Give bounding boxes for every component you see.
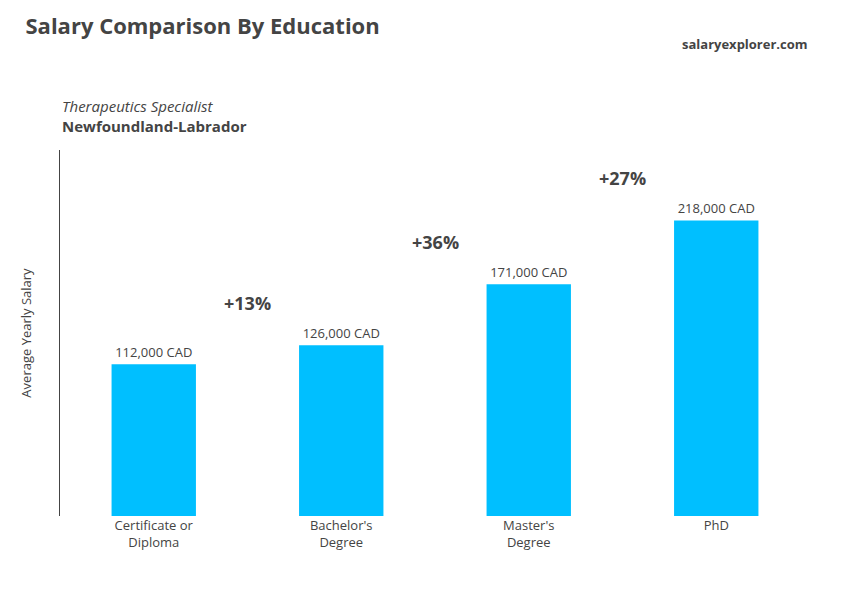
svg-text:Master'sDegree: Master'sDegree	[503, 516, 554, 551]
svg-text:Bachelor'sDegree: Bachelor'sDegree	[310, 516, 373, 551]
svg-text:126,000 CAD: 126,000 CAD	[303, 324, 380, 342]
svg-text:Certificate orDiploma: Certificate orDiploma	[115, 516, 194, 551]
svg-text:Salary Comparison By Education: Salary Comparison By Education	[26, 10, 380, 40]
svg-text:+13%: +13%	[224, 291, 271, 315]
svg-text:PhD: PhD	[704, 516, 729, 534]
svg-text:Therapeutics SpecialistNewfoun: Therapeutics SpecialistNewfoundland-Labr…	[62, 96, 247, 136]
svg-text:171,000 CAD: 171,000 CAD	[490, 263, 567, 281]
svg-text:+36%: +36%	[412, 230, 459, 254]
svg-text:salaryexplorer.com: salaryexplorer.com	[682, 35, 808, 53]
svg-text:112,000 CAD: 112,000 CAD	[115, 343, 192, 361]
svg-text:218,000 CAD: 218,000 CAD	[678, 199, 755, 217]
svg-text:Average Yearly Salary: Average Yearly Salary	[17, 268, 35, 398]
svg-text:+27%: +27%	[599, 166, 646, 190]
